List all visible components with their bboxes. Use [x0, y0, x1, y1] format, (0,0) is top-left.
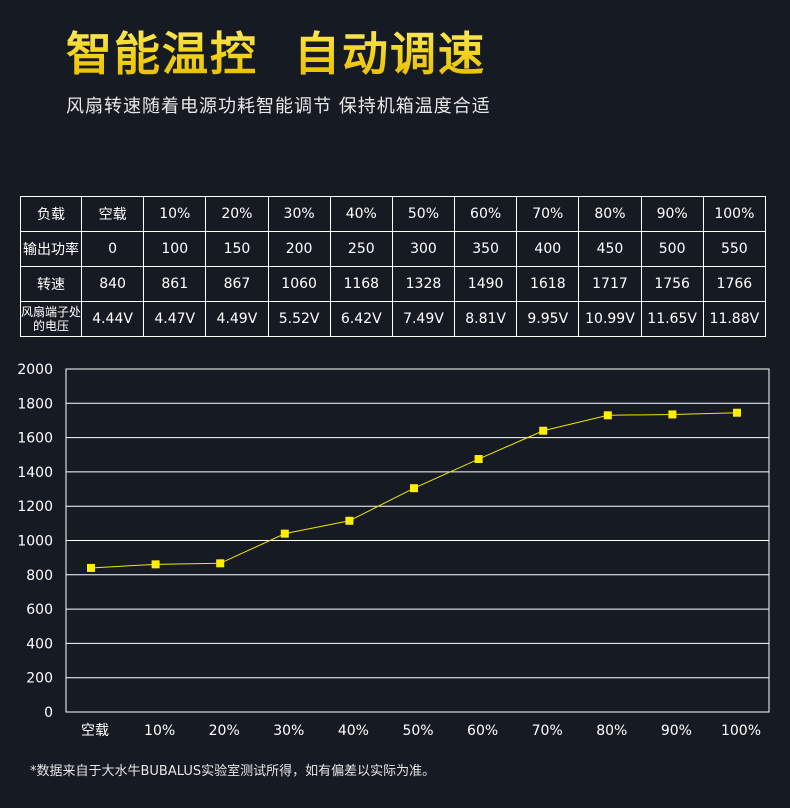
data-point	[280, 529, 289, 538]
table-cell: 4.44V	[80, 301, 145, 337]
table-cell: 50%	[391, 196, 456, 232]
y-tick-label: 1600	[17, 431, 53, 447]
row-label: 负载	[20, 196, 82, 232]
y-tick-label: 1200	[17, 499, 53, 515]
data-point	[87, 563, 95, 572]
table-cell: 9.95V	[516, 301, 580, 337]
table-cell: 0	[80, 231, 145, 267]
table-cell: 40%	[329, 196, 393, 232]
y-tick-label: 1800	[17, 396, 53, 412]
table-row: 负载 空载 10% 20% 30% 40% 50% 60% 70% 80% 90% 100%	[20, 196, 767, 232]
x-tick-label: 20%	[209, 723, 240, 739]
y-tick-label: 400	[26, 636, 53, 652]
table-cell: 10.99V	[578, 301, 642, 337]
row-label: 转速	[20, 266, 82, 302]
table-cell: 450	[578, 231, 642, 267]
table-cell: 500	[640, 231, 704, 267]
data-point	[733, 408, 741, 417]
table-cell: 1168	[329, 266, 393, 302]
x-tick-label: 90%	[661, 723, 692, 739]
x-tick-label: 10%	[144, 723, 175, 739]
table-row: 输出功率 0 100 150 200 250 300 350 400 450 500 550	[20, 231, 767, 267]
data-point	[151, 560, 160, 569]
table-cell: 10%	[143, 196, 207, 232]
table-cell: 250	[329, 231, 393, 267]
data-point	[474, 455, 483, 464]
x-tick-label: 40%	[338, 723, 369, 739]
table-row: 转速 840 861 867 1060 1168 1328 1490 1618 1717 1756 1…	[20, 266, 767, 302]
row-label: 输出功率	[20, 231, 82, 267]
table-cell: 4.47V	[143, 301, 207, 337]
table-cell: 60%	[454, 196, 518, 232]
table-cell: 20%	[205, 196, 269, 232]
data-point	[668, 410, 677, 419]
y-tick-label: 0	[44, 705, 53, 721]
y-tick-label: 600	[26, 602, 53, 618]
table-cell: 100%	[702, 196, 767, 232]
table-cell: 861	[143, 266, 207, 302]
fan-speed-chart: 0 200 400 600 800 1000 1200 1400 1600 1800 2000 空载…	[17, 362, 770, 739]
table-cell: 5.52V	[267, 301, 331, 337]
table-cell: 867	[205, 266, 269, 302]
table-cell: 1766	[702, 266, 767, 302]
table-cell: 1490	[454, 266, 518, 302]
data-point	[345, 516, 354, 525]
y-tick-label: 1000	[17, 534, 53, 550]
table-cell: 70%	[516, 196, 580, 232]
table-cell: 11.65V	[640, 301, 704, 337]
y-tick-label: 200	[26, 671, 53, 687]
x-tick-label: 60%	[467, 723, 498, 739]
y-tick-label: 2000	[17, 362, 53, 378]
table-cell: 4.49V	[205, 301, 269, 337]
table-cell: 1328	[391, 266, 456, 302]
table-cell: 300	[391, 231, 456, 267]
table-cell: 100	[143, 231, 207, 267]
table-cell: 400	[516, 231, 580, 267]
data-point	[539, 426, 548, 435]
table-cell: 11.88V	[702, 301, 767, 337]
table-cell: 7.49V	[391, 301, 456, 337]
table-cell: 1060	[267, 266, 331, 302]
table-cell: 90%	[640, 196, 704, 232]
table-cell: 80%	[578, 196, 642, 232]
data-point	[216, 559, 225, 568]
y-tick-label: 1400	[17, 465, 53, 481]
page-subtitle: 风扇转速随着电源功耗智能调节 保持机箱温度合适	[66, 96, 491, 117]
x-tick-label: 空载	[81, 723, 109, 739]
x-tick-label: 30%	[273, 723, 304, 739]
table-row: 风扇端子处的电压 4.44V 4.47V 4.49V 5.52V 6.42V 7.49V 8.…	[20, 301, 767, 337]
x-tick-label: 70%	[532, 723, 563, 739]
data-point	[410, 484, 418, 493]
table-cell: 1756	[640, 266, 704, 302]
table-cell: 1618	[516, 266, 580, 302]
table-cell: 350	[454, 231, 518, 267]
table-cell: 6.42V	[329, 301, 393, 337]
x-tick-label: 50%	[402, 723, 433, 739]
row-label: 风扇端子处的电压	[20, 301, 82, 337]
table-cell: 550	[702, 231, 767, 267]
page-title: 智能温控 自动调速	[66, 18, 486, 84]
table-cell: 空载	[80, 196, 145, 232]
x-tick-label: 100%	[721, 723, 761, 739]
spec-table: 负载 空载 10% 20% 30% 40% 50% 60% 70% 80% 90% 100% 输出功率 0…	[20, 196, 767, 337]
table-cell: 200	[267, 231, 331, 267]
y-tick-label: 800	[26, 568, 53, 584]
table-cell: 30%	[267, 196, 331, 232]
footnote: *数据来自于大水牛BUBALUS实验室测试所得，如有偏差以实际为准。	[30, 764, 436, 779]
table-cell: 840	[80, 266, 145, 302]
x-tick-label: 80%	[596, 723, 627, 739]
table-cell: 8.81V	[454, 301, 518, 337]
table-cell: 1717	[578, 266, 642, 302]
table-cell: 150	[205, 231, 269, 267]
data-point	[603, 411, 612, 420]
